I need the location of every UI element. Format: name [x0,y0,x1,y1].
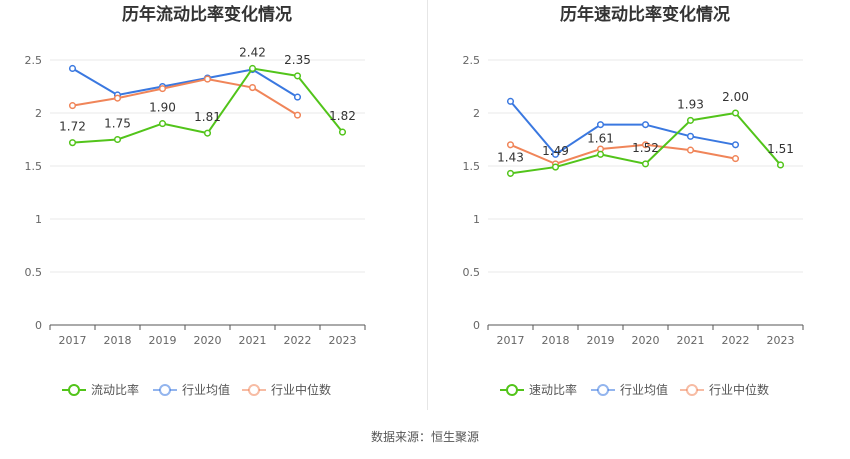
x-tick-label: 2017 [497,334,525,347]
data-point [596,121,605,129]
legend-swatch-marker [248,384,260,396]
y-tick-label: 2 [473,107,480,120]
data-point [686,116,695,124]
data-point [641,121,650,129]
data-point [203,129,212,137]
data-point [338,128,347,136]
data-point [596,150,605,158]
data-point [641,141,650,149]
x-tick-label: 2018 [542,334,570,347]
x-tick-label: 2019 [587,334,615,347]
data-point [686,132,695,140]
x-tick-label: 2018 [104,334,132,347]
legend-label: 速动比率 [529,382,577,397]
data-point [293,111,302,119]
data-point [686,146,695,154]
data-point [551,150,560,158]
series-line [72,78,299,116]
data-point [641,160,650,168]
y-tick-label: 2 [35,107,42,120]
x-tick-label: 2020 [194,334,222,347]
data-label: 2.35 [284,53,311,67]
x-tick-label: 2023 [329,334,357,347]
y-tick-label: 0 [473,319,480,332]
panel-divider [427,0,428,410]
data-label: 1.82 [329,109,356,123]
data-point [506,141,515,149]
series-line [510,143,736,165]
legend-swatch-marker [68,384,80,396]
y-tick-label: 2.5 [25,54,43,67]
data-point [248,64,257,73]
x-tick-label: 2022 [722,334,750,347]
data-label: 1.93 [677,97,704,111]
data-point [68,139,77,147]
legend-swatch-marker [597,384,609,396]
data-label: 1.90 [149,101,176,115]
chart-panel: 历年流动比率变化情况 0 0.5 1 1.5 2 2.5 2017 2018 2019 2020 20… [25,4,366,397]
y-tick-label: 1.5 [463,160,481,173]
data-label: 1.81 [194,110,221,124]
legend-label: 行业中位数 [271,382,331,397]
x-tick-label: 2022 [284,334,312,347]
data-point [731,155,740,163]
y-tick-label: 1.5 [25,160,43,173]
data-source-note: 数据来源：恒生聚源 [370,430,479,444]
data-label: 1.43 [497,150,524,164]
x-tick-label: 2021 [677,334,705,347]
legend-label: 行业中位数 [709,382,769,397]
data-point [203,75,212,83]
data-label: 1.52 [632,141,659,155]
x-tick-label: 2023 [767,334,795,347]
data-point [68,102,77,110]
data-label: 1.75 [104,117,131,131]
data-point [506,97,515,105]
series-line [509,100,736,156]
data-label: 1.72 [59,120,86,134]
data-point [776,161,785,169]
y-tick-label: 0 [35,319,42,332]
data-point [158,85,167,93]
data-point [731,109,740,117]
x-tick-label: 2017 [59,334,87,347]
data-point [293,93,302,101]
data-label: 1.61 [587,131,614,145]
data-label: 1.51 [767,142,794,156]
y-tick-label: 0.5 [25,266,43,279]
data-point [113,94,122,102]
data-point [551,163,560,171]
y-tick-label: 1 [473,213,480,226]
data-point [506,169,515,177]
data-label: 2.00 [722,90,749,104]
legend-label: 行业均值 [620,382,668,397]
legend-swatch-marker [686,384,698,396]
x-tick-label: 2021 [239,334,267,347]
legend-swatch-marker [506,384,518,396]
chart-title: 历年速动比率变化情况 [560,4,730,25]
y-tick-label: 0.5 [463,266,481,279]
chart-title: 历年流动比率变化情况 [122,4,292,25]
data-point [248,84,257,92]
data-point [158,120,167,128]
data-label: 2.42 [239,45,266,59]
data-point [731,141,740,149]
series-line [71,67,299,98]
y-tick-label: 2.5 [463,54,481,67]
legend-swatch-marker [159,384,171,396]
legend-label: 流动比率 [91,382,139,397]
legend-label: 行业均值 [182,382,230,397]
data-point [113,135,122,144]
data-point [293,72,302,80]
data-label: 1.49 [542,144,569,158]
x-tick-label: 2019 [149,334,177,347]
data-point [68,64,77,73]
y-tick-label: 1 [35,213,42,226]
x-tick-label: 2020 [632,334,660,347]
